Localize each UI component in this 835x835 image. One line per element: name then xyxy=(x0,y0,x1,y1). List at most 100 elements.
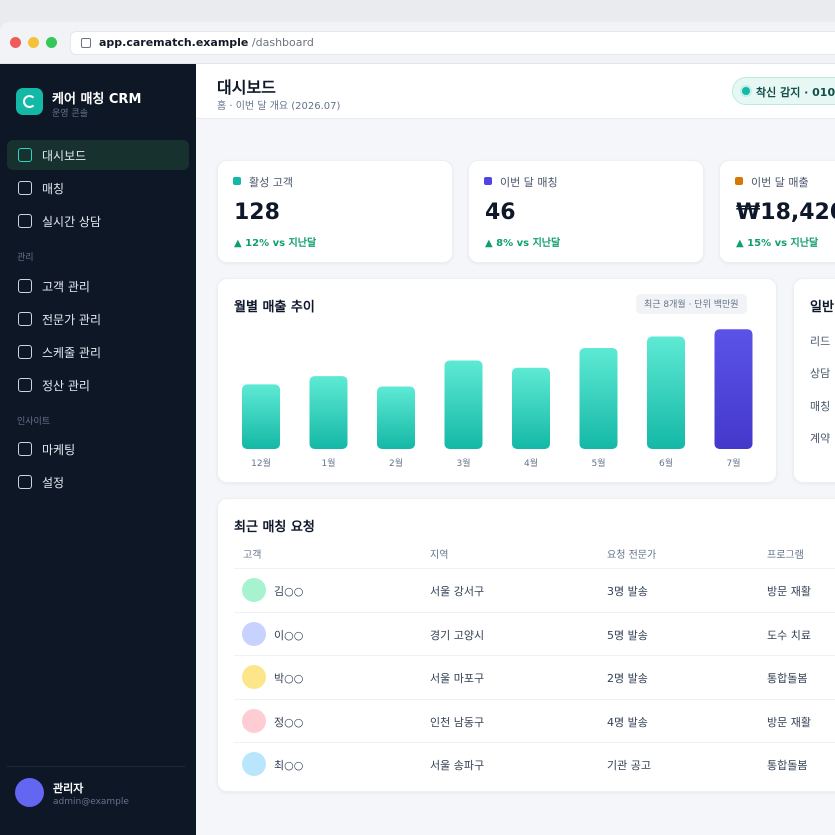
column-header-customer[interactable]: 고객 xyxy=(243,550,262,561)
maximize-window-button[interactable] xyxy=(46,37,57,48)
program-cell: 통합돌봄 xyxy=(767,759,808,772)
sidebar-item-settlement[interactable]: 정산 관리 xyxy=(7,370,189,400)
avatar[interactable] xyxy=(15,778,44,807)
minimize-window-button[interactable] xyxy=(28,37,39,48)
sidebar-item-label: 매칭 xyxy=(42,182,65,196)
url-path: /dashboard xyxy=(251,36,314,49)
column-header-program[interactable]: 프로그램 xyxy=(767,550,804,561)
calendar-icon xyxy=(18,345,32,359)
kpi-label: 활성 고객 xyxy=(249,176,293,189)
program-cell: 방문 재활 xyxy=(767,585,811,598)
sidebar-item-label: 마케팅 xyxy=(42,443,76,457)
column-header-region[interactable]: 지역 xyxy=(430,550,449,561)
bar-4월[interactable] xyxy=(512,367,550,449)
bar-6월[interactable] xyxy=(647,336,685,450)
bar-7월[interactable] xyxy=(714,329,753,449)
avatar xyxy=(242,621,266,646)
region-cell: 서울 송파구 xyxy=(430,759,485,772)
kpi-color-dot xyxy=(233,177,241,185)
kpi-delta: ▲ 12% vs 지난달 xyxy=(234,238,317,249)
bar-12월[interactable] xyxy=(242,384,280,449)
nav-section-insight: 인사이트 xyxy=(17,417,51,427)
bar-3월[interactable] xyxy=(444,360,483,449)
close-window-button[interactable] xyxy=(10,37,21,48)
bar-2월[interactable] xyxy=(377,386,415,450)
matching-icon xyxy=(18,181,32,195)
sidebar-item-settings[interactable]: 설정 xyxy=(7,467,189,497)
bar-1월[interactable] xyxy=(309,376,348,449)
table-title: 최근 매칭 요청 xyxy=(234,520,315,535)
customer-name: 박○○ xyxy=(274,672,304,685)
customers-icon xyxy=(18,279,32,293)
region-cell: 경기 고양시 xyxy=(430,628,485,642)
sidebar-item-label: 실시간 상담 xyxy=(42,215,102,229)
table-row[interactable]: 김○○ 서울 강서구 3명 발송 방문 재활 xyxy=(234,568,835,611)
live-indicator-icon xyxy=(742,87,750,95)
page-header: 대시보드 홈 · 이번 달 개요 (2026.07) 착신 감지 · 010- xyxy=(196,64,835,119)
chart-title: 월별 매출 추이 xyxy=(234,300,315,315)
page-title: 대시보드 xyxy=(217,78,276,97)
x-tick-label: 1월 xyxy=(321,457,335,469)
customer-name: 김○○ xyxy=(274,585,304,598)
sidebar-item-matching[interactable]: 매칭 xyxy=(7,173,189,203)
avatar xyxy=(242,665,266,689)
table-row[interactable]: 정○○ 인천 남동구 4명 발송 방문 재활 xyxy=(234,698,835,742)
sidebar-item-label: 정산 관리 xyxy=(42,379,90,393)
sidebar-item-marketing[interactable]: 마케팅 xyxy=(7,434,189,464)
kpi-value: ₩18,420,0 xyxy=(736,200,835,225)
program-cell: 통합돌봄 xyxy=(767,672,808,685)
x-tick-label: 12월 xyxy=(251,457,271,469)
x-tick-label: 2월 xyxy=(389,457,403,469)
column-header-experts[interactable]: 요청 전문가 xyxy=(607,550,657,561)
x-tick-label: 4월 xyxy=(524,457,538,469)
region-cell: 서울 마포구 xyxy=(430,672,485,685)
kpi-card-monthly-matches[interactable]: 이번 달 매칭 46 ▲ 8% vs 지난달 xyxy=(468,160,704,263)
page-icon xyxy=(81,38,91,48)
bar-5월[interactable] xyxy=(579,347,618,449)
program-cell: 방문 재활 xyxy=(767,715,811,729)
user-email: admin@example xyxy=(53,797,129,807)
url-text: app.carematch.example /dashboard xyxy=(99,36,314,49)
brand-logo-icon xyxy=(16,88,43,115)
funnel-label-consult: 상담 xyxy=(810,367,831,380)
sidebar-item-schedule[interactable]: 스케줄 관리 xyxy=(7,337,189,367)
avatar xyxy=(242,752,266,776)
kpi-value: 46 xyxy=(485,200,516,225)
avatar xyxy=(242,578,266,602)
table-row[interactable]: 박○○ 서울 마포구 2명 발송 통합돌봄 xyxy=(234,655,835,698)
kpi-color-dot xyxy=(735,177,743,185)
experts-icon xyxy=(18,312,32,326)
revenue-bar-chart: 12월 1월 2월 3월 4월 5월 6월 7월 xyxy=(242,329,753,469)
gear-icon xyxy=(18,475,32,489)
customer-name: 최○○ xyxy=(274,759,304,772)
address-bar[interactable]: app.carematch.example /dashboard xyxy=(70,31,835,55)
kpi-value: 128 xyxy=(234,200,280,225)
nav-section-manage: 관리 xyxy=(17,253,34,263)
x-tick-label: 3월 xyxy=(456,457,470,469)
sidebar-item-dashboard[interactable]: 대시보드 xyxy=(7,140,189,170)
sidebar-item-live-consult[interactable]: 실시간 상담 xyxy=(7,206,189,236)
kpi-label: 이번 달 매칭 xyxy=(500,176,558,189)
table-row[interactable]: 이○○ 경기 고양시 5명 발송 도수 치료 xyxy=(234,611,835,655)
kpi-card-monthly-revenue[interactable]: 이번 달 매출 ₩18,420,0 ▲ 15% vs 지난달 xyxy=(719,160,835,263)
sidebar-item-customers[interactable]: 고객 관리 xyxy=(7,271,189,301)
browser-toolbar: app.carematch.example /dashboard xyxy=(0,22,835,64)
experts-cell: 2명 발송 xyxy=(607,672,648,685)
table-row[interactable]: 최○○ 서울 송파구 기관 공고 통합돌봄 xyxy=(234,742,835,785)
brand-name: 케어 매칭 CRM xyxy=(52,92,142,107)
sidebar-item-label: 고객 관리 xyxy=(42,280,90,294)
customer-name: 정○○ xyxy=(274,715,304,729)
kpi-color-dot xyxy=(484,177,492,185)
kpi-card-active-customers[interactable]: 활성 고객 128 ▲ 12% vs 지난달 xyxy=(217,160,453,263)
main-content: 대시보드 홈 · 이번 달 개요 (2026.07) 착신 감지 · 010- … xyxy=(196,64,835,835)
chat-icon xyxy=(18,214,32,228)
experts-cell: 5명 발송 xyxy=(607,628,648,642)
chart-meta-badge: 최근 8개월 · 단위 백만원 xyxy=(636,294,747,314)
funnel-label-lead: 리드 xyxy=(810,335,831,348)
funnel-label-matching: 매칭 xyxy=(810,400,831,413)
experts-cell: 기관 공고 xyxy=(607,759,651,772)
live-call-badge[interactable]: 착신 감지 · 010- xyxy=(732,77,835,105)
funnel-card: 일반 리드 상담 매칭 계약 xyxy=(793,278,835,483)
sidebar-divider xyxy=(7,766,185,767)
sidebar-item-experts[interactable]: 전문가 관리 xyxy=(7,304,189,334)
